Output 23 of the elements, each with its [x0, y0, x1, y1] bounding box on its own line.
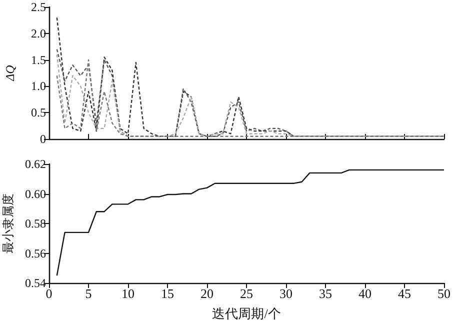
x-tick-label: 35 — [319, 286, 332, 301]
x-tick-label: 15 — [161, 286, 174, 301]
y-tick-label: 0.5 — [31, 106, 46, 120]
y-tick-label: 2.0 — [31, 26, 46, 40]
y-tick-label: 0.54 — [25, 276, 46, 290]
x-tick-label: 30 — [280, 286, 292, 301]
x-tick-label: 45 — [398, 286, 411, 301]
y-tick-label: 0.56 — [25, 246, 46, 260]
x-axis-title: 迭代周期/个 — [212, 306, 281, 321]
y-tick-label: 1.5 — [31, 52, 46, 67]
y-axis-title: 最小隶属度 — [1, 194, 16, 254]
x-tick-label: 10 — [122, 286, 134, 301]
y-tick-label: 0.62 — [25, 157, 46, 171]
y-tick-label: 2.5 — [31, 0, 46, 14]
x-tick-label: 50 — [438, 286, 450, 301]
y-axis-title: ΔQ — [3, 64, 17, 82]
y-tick-label: 0.60 — [25, 186, 46, 201]
x-tick-label: 25 — [240, 286, 253, 301]
x-tick-label: 5 — [85, 286, 92, 301]
x-tick-label: 40 — [358, 286, 372, 301]
x-tick-label: 20 — [200, 286, 214, 301]
y-tick-label: 1.0 — [31, 79, 46, 94]
y-tick-label: 0.58 — [25, 216, 46, 230]
